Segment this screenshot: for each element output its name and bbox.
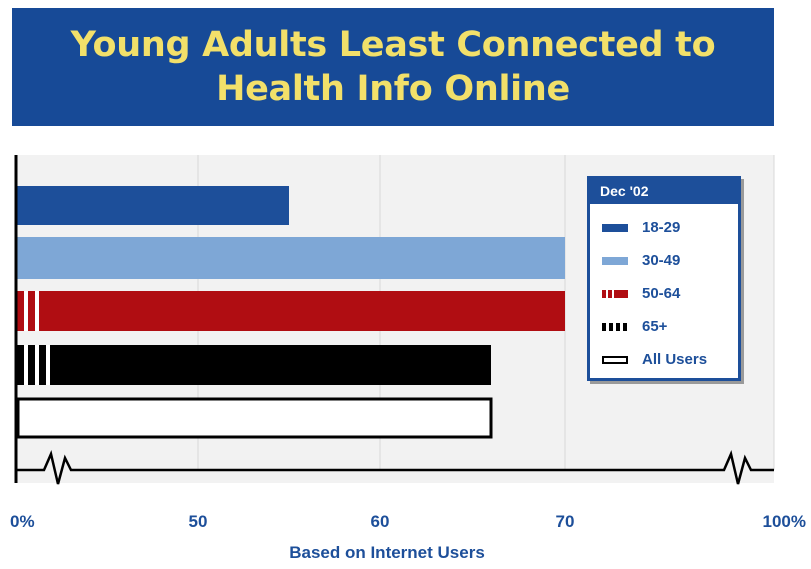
legend-label-2: 50-64 <box>642 285 681 302</box>
bar-2-fill <box>16 291 565 331</box>
legend-label-1: 30-49 <box>642 252 681 269</box>
bar-3-stripe-2 <box>46 345 50 385</box>
x-axis-line <box>16 450 774 485</box>
chart-title-line-1: Young Adults Least Connected to <box>70 25 716 65</box>
legend-item-2: 50-64 <box>590 277 738 310</box>
bar-3-stripe-1 <box>35 345 39 385</box>
bar-4-fill <box>16 397 493 439</box>
bar-3-stripe-0 <box>24 345 28 385</box>
legend-swatch-4 <box>602 355 628 364</box>
legend-item-0: 18-29 <box>590 211 738 244</box>
legend-label-3: 65+ <box>642 318 668 335</box>
legend-swatch-2 <box>602 289 628 298</box>
bars <box>16 186 565 439</box>
legend: Dec '02 18-29 30-49 50-64 65+ All Users <box>587 176 741 381</box>
legend-items: 18-29 30-49 50-64 65+ All Users <box>590 211 738 376</box>
bar-2 <box>16 291 565 331</box>
tick-label-3: 70 <box>556 512 575 531</box>
chart-title-banner: Young Adults Least Connected to Health I… <box>12 8 774 126</box>
x-axis-ticks: 0% 50 60 70 100% <box>10 512 806 531</box>
chart-title-line-2: Health Info Online <box>216 69 570 109</box>
tick-label-4: 100% <box>763 512 806 531</box>
bar-1-fill <box>16 237 565 279</box>
tick-label-1: 50 <box>189 512 208 531</box>
legend-item-3: 65+ <box>590 310 738 343</box>
bar-0-fill <box>16 186 289 225</box>
legend-label-4: All Users <box>642 351 708 368</box>
x-axis-label: Based on Internet Users <box>289 543 485 562</box>
bar-2-stripe-1 <box>35 291 39 331</box>
legend-swatch-0 <box>602 223 628 232</box>
bar-2-stripe-0 <box>24 291 28 331</box>
bar-4 <box>16 397 493 439</box>
legend-item-4: All Users <box>590 343 738 376</box>
tick-label-0: 0% <box>10 512 35 531</box>
bar-0 <box>16 186 289 225</box>
legend-swatch-3 <box>602 322 628 331</box>
tick-label-2: 60 <box>371 512 390 531</box>
legend-item-1: 30-49 <box>590 244 738 277</box>
bar-3 <box>16 345 491 385</box>
legend-swatch-1 <box>602 256 628 265</box>
bar-3-fill <box>16 345 491 385</box>
legend-title: Dec '02 <box>590 179 738 204</box>
legend-label-0: 18-29 <box>642 219 681 236</box>
bar-1 <box>16 237 565 279</box>
